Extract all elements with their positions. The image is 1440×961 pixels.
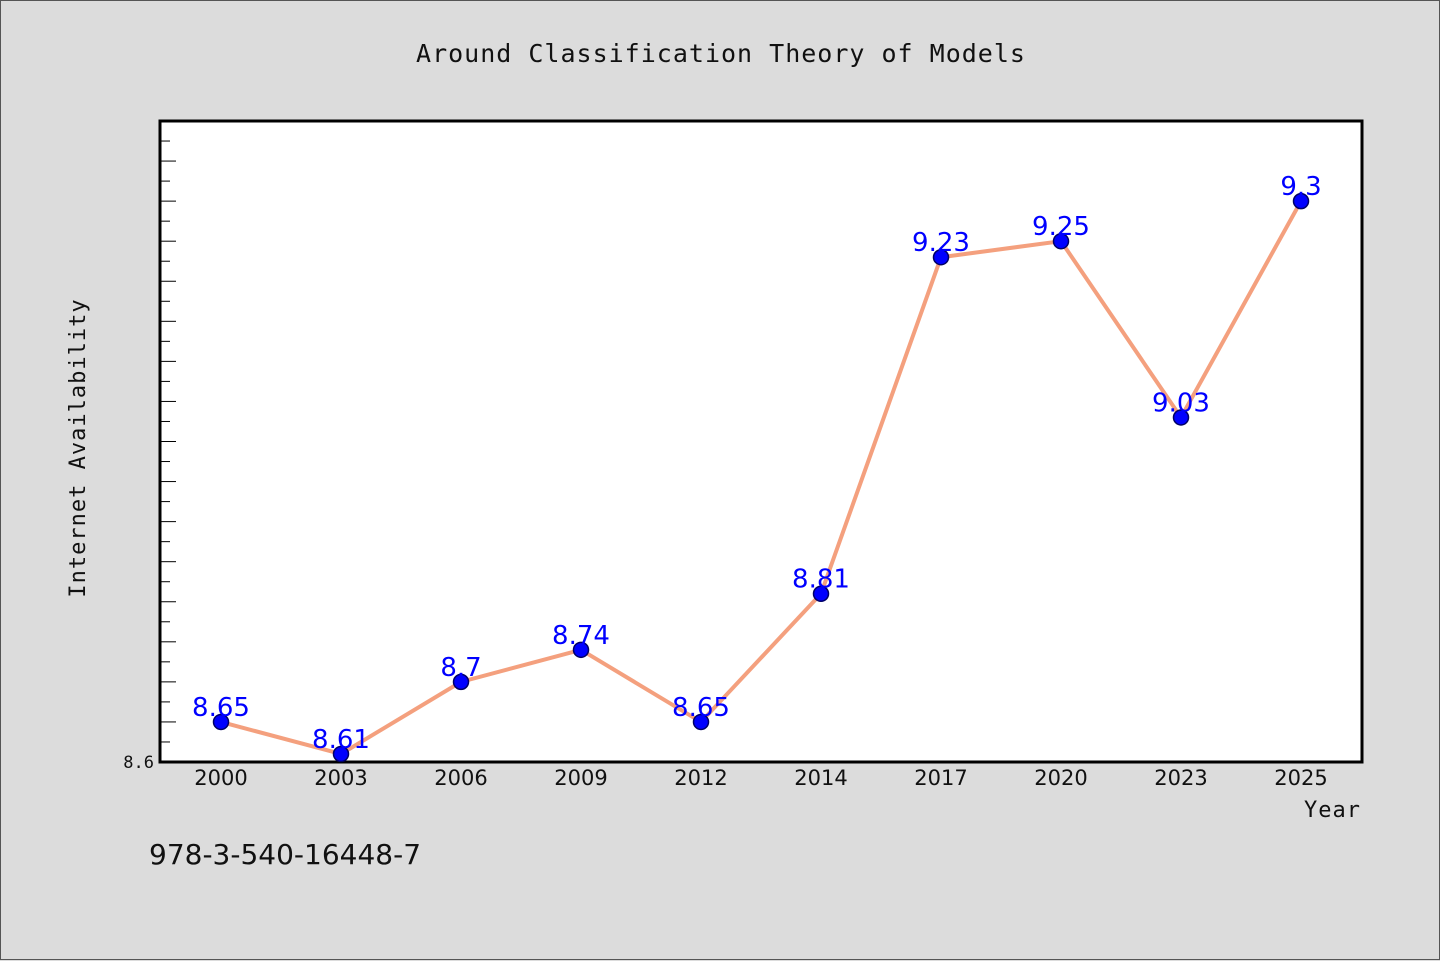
data-point	[692, 713, 710, 731]
data-point	[932, 248, 950, 266]
x-tick-label: 2006	[434, 766, 487, 790]
x-tick-label: 2009	[554, 766, 607, 790]
data-point	[812, 585, 830, 602]
data-point	[1052, 232, 1070, 250]
data-point	[212, 713, 230, 731]
data-point	[1172, 409, 1190, 426]
isbn-text: 978-3-540-16448-7	[149, 838, 421, 871]
x-axis-label: Year	[1304, 798, 1361, 823]
data-label: 9.3	[1280, 172, 1321, 202]
x-tick-label: 2020	[1034, 766, 1087, 790]
data-label: 9.25	[1032, 212, 1090, 242]
x-tick-label: 2012	[674, 766, 727, 790]
data-label: 8.65	[672, 693, 730, 723]
data-label: 8.7	[440, 653, 481, 683]
x-tick-label: 2000	[194, 766, 247, 790]
data-label: 9.23	[912, 228, 970, 258]
data-point	[332, 745, 350, 763]
data-label: 9.03	[1152, 388, 1210, 418]
x-tick-label: 2003	[314, 766, 367, 790]
series-line	[219, 199, 1303, 756]
x-tick-label: 2017	[914, 766, 967, 790]
x-tick-labels: 2000 2003 2006 2009 2012 2014 2017 2020 2023 2025	[194, 766, 1327, 790]
plot-area	[158, 119, 1364, 764]
y-tick-labels: 8.6	[123, 753, 154, 773]
data-label: 8.65	[192, 693, 250, 723]
data-label: 8.61	[312, 725, 370, 755]
data-point	[572, 641, 590, 659]
data-point	[452, 673, 470, 691]
series-group: 8.65 8.61 8.7 8.74 8.65 8.81 9.23 9.25 9.03 9.3	[192, 172, 1322, 763]
data-label: 8.81	[792, 565, 850, 595]
y-axis-label: Internet Availability	[66, 298, 91, 597]
data-point	[1292, 192, 1310, 210]
y-tick-label: 8.6	[123, 753, 154, 773]
x-tick-label: 2014	[794, 766, 847, 790]
x-tick-label: 2025	[1274, 766, 1327, 790]
data-label: 8.74	[552, 621, 610, 651]
x-tick-label: 2023	[1154, 766, 1207, 790]
chart-title: Around Classification Theory of Models	[416, 39, 1026, 68]
y-axis-ticks	[160, 120, 176, 763]
